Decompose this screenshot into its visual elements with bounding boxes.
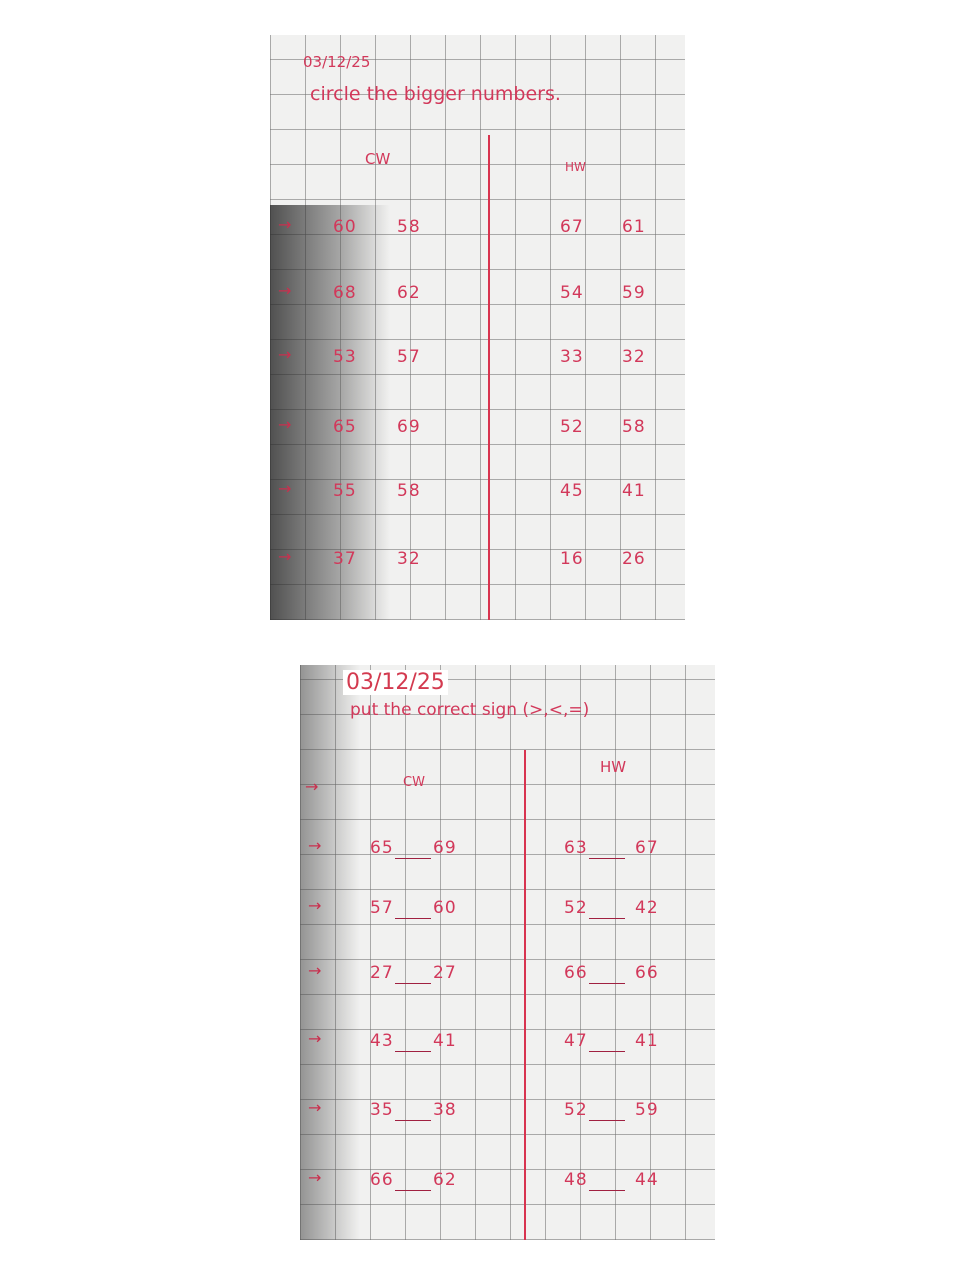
arrow-icon: →: [278, 215, 292, 234]
hw-number: 33: [560, 347, 584, 367]
answer-blank: [395, 918, 431, 919]
cw-number: 69: [397, 417, 421, 437]
date: 03/12/25: [343, 670, 448, 695]
instruction: circle the bigger numbers.: [310, 83, 561, 105]
cw-number: 38: [433, 1100, 457, 1120]
answer-blank: [395, 983, 431, 984]
cw-number: 60: [433, 898, 457, 918]
hw-number: 41: [635, 1031, 659, 1051]
hw-label: HW: [600, 758, 627, 776]
answer-blank: [395, 1120, 431, 1121]
hw-number: 26: [622, 549, 646, 569]
hw-number: 66: [564, 963, 588, 983]
answer-blank: [395, 1190, 431, 1191]
cw-number: 27: [370, 963, 394, 983]
cw-number: 41: [433, 1031, 457, 1051]
cw-number: 43: [370, 1031, 394, 1051]
cw-number: 37: [333, 549, 357, 569]
hw-number: 63: [564, 838, 588, 858]
hw-number: 59: [635, 1100, 659, 1120]
arrow-icon: →: [278, 281, 292, 300]
hw-number: 52: [564, 898, 588, 918]
hw-number: 41: [622, 481, 646, 501]
answer-blank: [395, 858, 431, 859]
hw-number: 58: [622, 417, 646, 437]
cw-number: 65: [333, 417, 357, 437]
answer-blank: [589, 1051, 625, 1052]
cw-number: 68: [333, 283, 357, 303]
hw-number: 48: [564, 1170, 588, 1190]
arrow-icon: →: [278, 547, 292, 566]
hw-number: 32: [622, 347, 646, 367]
hw-number: 45: [560, 481, 584, 501]
hw-label: HW: [565, 160, 586, 174]
divider-line: [488, 135, 490, 620]
cw-number: 53: [333, 347, 357, 367]
cw-number: 32: [397, 549, 421, 569]
cw-number: 66: [370, 1170, 394, 1190]
cw-number: 57: [397, 347, 421, 367]
hw-number: 16: [560, 549, 584, 569]
cw-label: CW: [403, 775, 425, 790]
shadow: [300, 665, 360, 1240]
hw-number: 42: [635, 898, 659, 918]
cw-number: 55: [333, 481, 357, 501]
cw-number: 27: [433, 963, 457, 983]
arrow-icon: →: [308, 1029, 322, 1048]
hw-number: 67: [635, 838, 659, 858]
hw-number: 66: [635, 963, 659, 983]
date: 03/12/25: [303, 53, 371, 71]
arrow-icon: →: [308, 896, 322, 915]
cw-number: 69: [433, 838, 457, 858]
answer-blank: [589, 918, 625, 919]
cw-number: 62: [433, 1170, 457, 1190]
cw-number: 60: [333, 217, 357, 237]
hw-number: 47: [564, 1031, 588, 1051]
hw-number: 52: [564, 1100, 588, 1120]
cw-number: 65: [370, 838, 394, 858]
arrow-icon: →: [308, 836, 322, 855]
cw-number: 58: [397, 217, 421, 237]
cw-number: 57: [370, 898, 394, 918]
answer-blank: [589, 1120, 625, 1121]
answer-blank: [589, 1190, 625, 1191]
cw-label: CW: [365, 150, 391, 168]
notebook-page-2: 03/12/25 put the correct sign (>,<,=) CW…: [300, 665, 715, 1240]
arrow-icon: →: [308, 1168, 322, 1187]
divider-line: [524, 750, 526, 1240]
notebook-page-1: 03/12/25 circle the bigger numbers. CW H…: [270, 35, 685, 620]
hw-number: 54: [560, 283, 584, 303]
cw-number: 62: [397, 283, 421, 303]
instruction: put the correct sign (>,<,=): [350, 700, 590, 720]
arrow-icon: →: [308, 1098, 322, 1117]
hw-number: 67: [560, 217, 584, 237]
arrow-icon: →: [278, 345, 292, 364]
arrow-icon: →: [278, 415, 292, 434]
hw-number: 52: [560, 417, 584, 437]
arrow-icon: →: [305, 777, 319, 796]
arrow-icon: →: [278, 479, 292, 498]
cw-number: 35: [370, 1100, 394, 1120]
hw-number: 59: [622, 283, 646, 303]
cw-number: 58: [397, 481, 421, 501]
answer-blank: [589, 983, 625, 984]
answer-blank: [395, 1051, 431, 1052]
hw-number: 61: [622, 217, 646, 237]
answer-blank: [589, 858, 625, 859]
arrow-icon: →: [308, 961, 322, 980]
hw-number: 44: [635, 1170, 659, 1190]
